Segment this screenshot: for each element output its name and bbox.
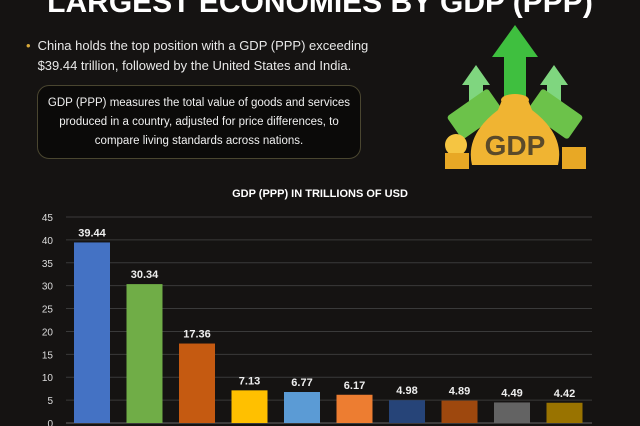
summary-text: China holds the top position with a GDP … <box>37 38 369 73</box>
page-title: LARGEST ECONOMIES BY GDP (PPP) <box>47 0 593 19</box>
y-tick-label: 45 <box>42 213 54 224</box>
y-tick-label: 20 <box>42 327 54 338</box>
data-label: 7.13 <box>239 375 260 387</box>
bar <box>126 284 163 423</box>
data-label: 39.44 <box>78 227 106 239</box>
bar <box>179 343 215 423</box>
y-tick-label: 5 <box>47 396 53 407</box>
bar <box>284 392 320 423</box>
data-label: 30.34 <box>131 269 159 281</box>
bar <box>546 402 583 423</box>
data-label: 4.98 <box>396 385 417 397</box>
bullet-dot-icon: • <box>26 38 31 53</box>
chart-title: GDP (PPP) IN TRILLIONS OF USD <box>232 188 408 200</box>
data-label: 4.49 <box>501 387 522 399</box>
data-label: 6.77 <box>291 377 312 389</box>
bar <box>389 400 425 423</box>
y-tick-label: 35 <box>42 259 54 270</box>
bar <box>336 394 373 423</box>
bar-chart: GDP (PPP) IN TRILLIONS OF USD 0 5 10 15 20 25… <box>0 180 640 426</box>
y-tick-label: 15 <box>42 350 54 361</box>
bar <box>74 242 110 423</box>
data-label: 4.89 <box>449 386 470 398</box>
data-label: 4.42 <box>554 388 575 400</box>
definition-text: GDP (PPP) measures the total value of go… <box>47 97 351 147</box>
y-tick-label: 0 <box>47 419 53 426</box>
chart-plot: 0 5 10 15 20 25 30 35 40 45 39.44 30.34 17.36 7.13 6.7… <box>42 213 592 426</box>
illustration-label: GDP <box>485 130 546 161</box>
summary-bullet: • China holds the top position with a GDP… <box>26 36 386 76</box>
bar <box>494 402 530 423</box>
definition-box: GDP (PPP) measures the total value of go… <box>37 85 361 159</box>
bar <box>441 400 478 423</box>
y-tick-label: 30 <box>42 282 54 293</box>
data-label: 6.17 <box>344 380 365 392</box>
money-bag-growth-arrows-icon: GDP <box>440 25 590 175</box>
data-label: 17.36 <box>183 329 211 341</box>
y-tick-label: 10 <box>42 373 54 384</box>
y-tick-label: 40 <box>42 236 54 247</box>
y-tick-label: 25 <box>42 305 54 316</box>
bar <box>231 390 268 423</box>
